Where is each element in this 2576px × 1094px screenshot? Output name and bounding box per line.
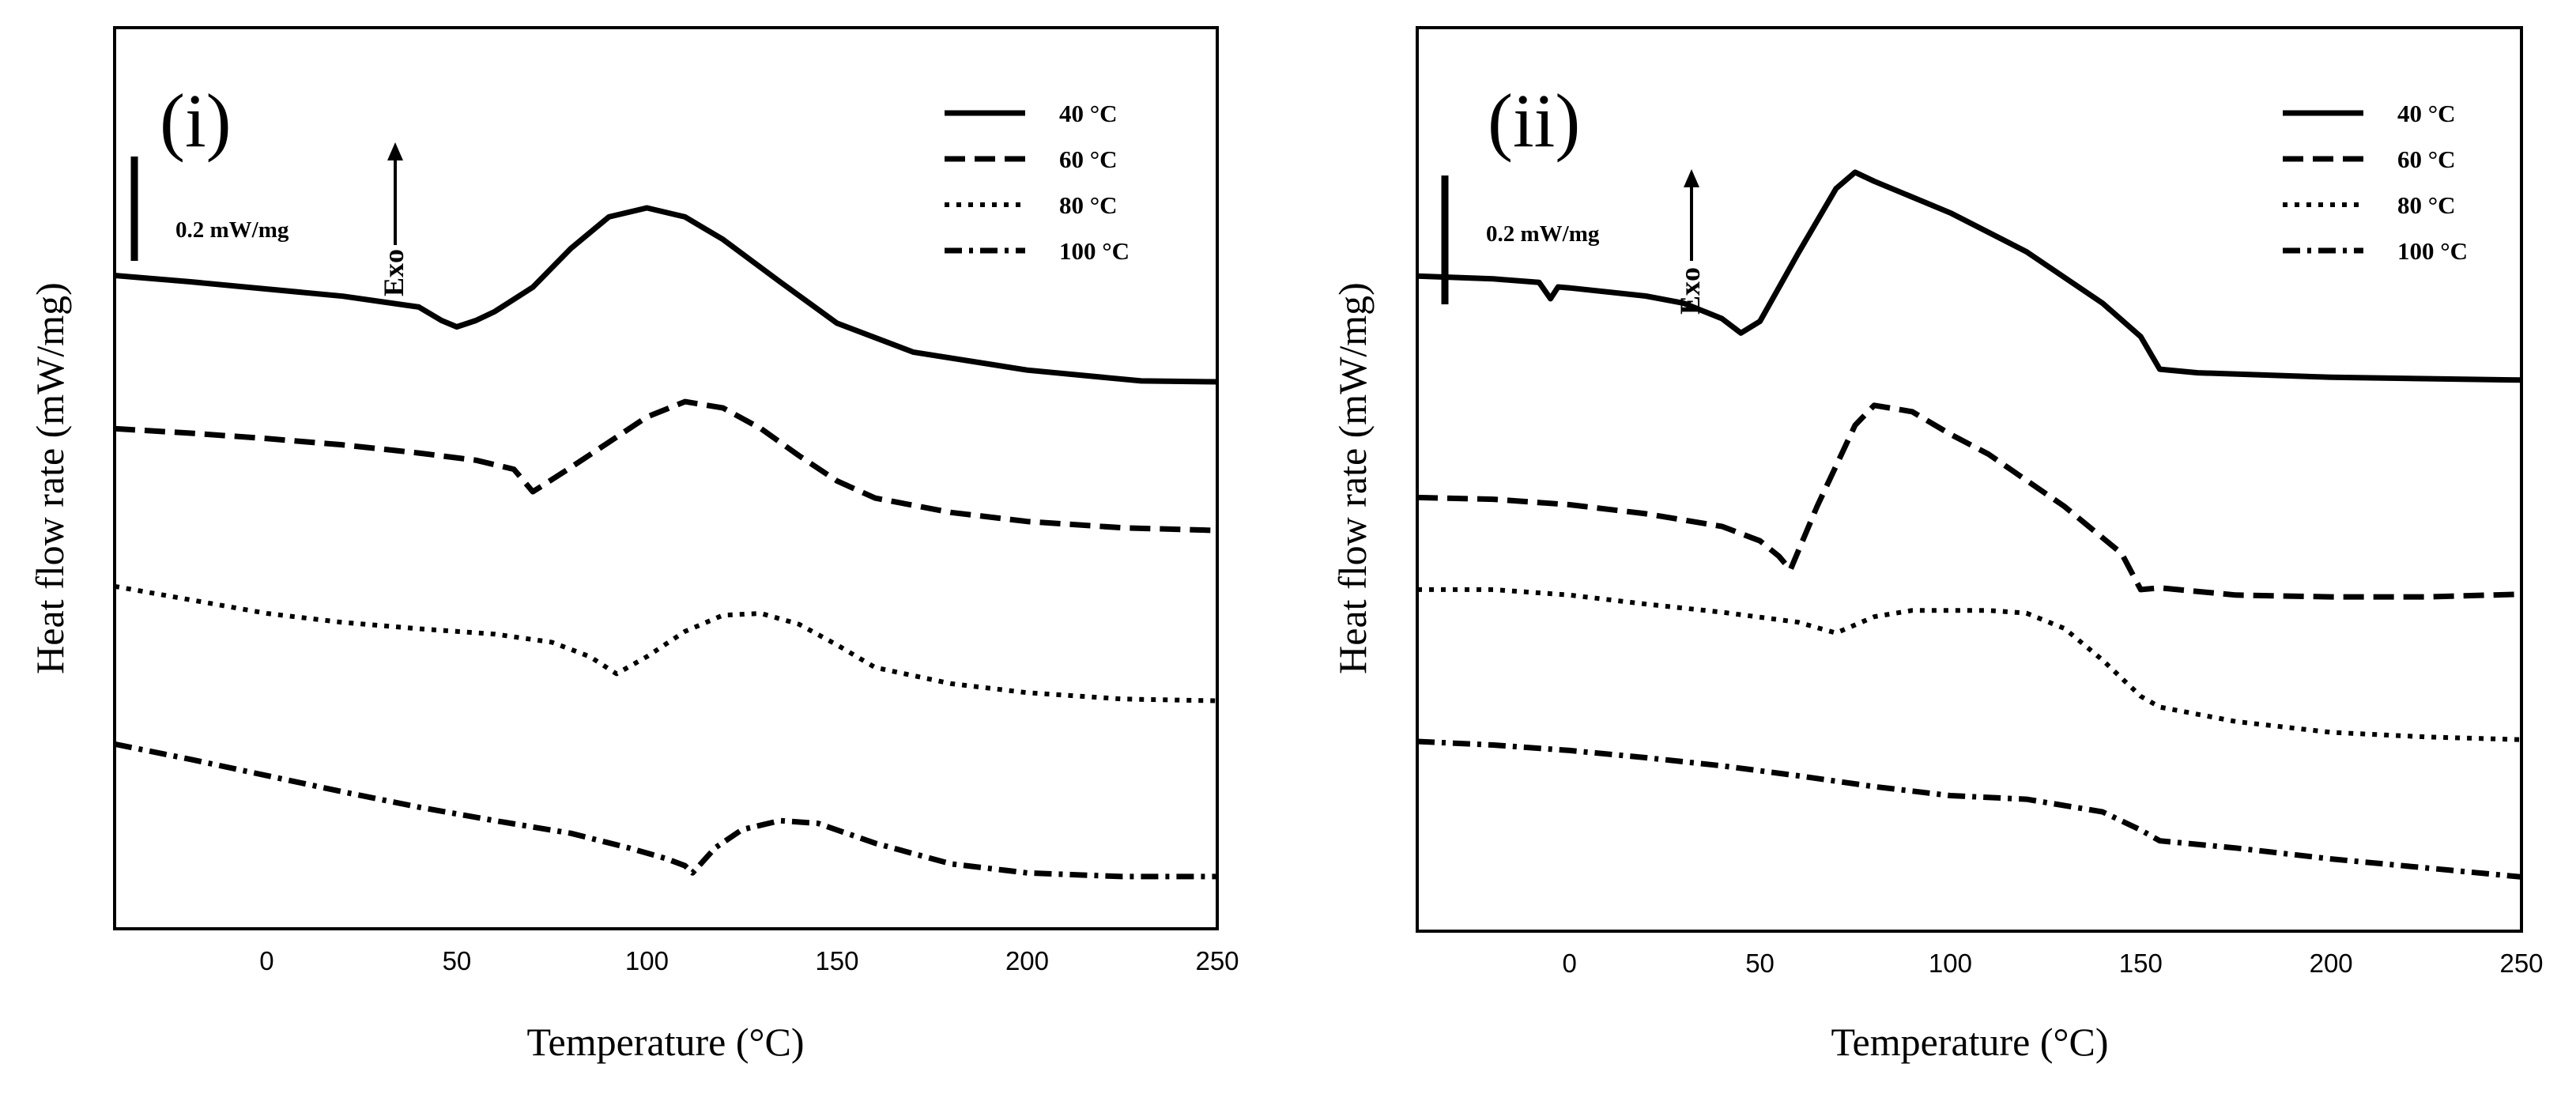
legend: 40 °C 60 °C 80 °C 100 °C [945, 100, 1130, 265]
x-axis-title: Temperature (°C) [526, 1020, 804, 1064]
y-axis-title: Heat flow rate (mW/mg) [28, 282, 72, 674]
series-line-100c [114, 741, 1217, 880]
series-line-60c [114, 398, 1218, 534]
legend-label: 60 °C [1059, 145, 1118, 173]
x-tick-label: 0 [1563, 949, 1577, 978]
y-axis-title: Heat flow rate (mW/mg) [1330, 282, 1375, 674]
x-tick-label: 50 [443, 946, 472, 975]
scale-bar-label: 0.2 mW/mg [1486, 221, 1600, 247]
legend-label: 80 °C [1059, 191, 1118, 219]
x-tick-label: 200 [1005, 946, 1049, 975]
x-tick-label: 150 [815, 946, 858, 975]
x-tick-label: 100 [1929, 949, 1972, 978]
x-tick-label: 150 [2119, 949, 2163, 978]
chart-panel-ii: (ii) Temperature (°C) Heat flow rate (mW… [1330, 26, 2544, 1064]
x-axis-title: Temperature (°C) [1831, 1020, 2108, 1064]
x-tick-label: 250 [2499, 949, 2543, 978]
series-line-100c [1416, 738, 2522, 880]
legend-label: 100 °C [2397, 237, 2468, 265]
chart-panel-i: (i) Temperature (°C) Heat flow rate (mW/… [28, 26, 1239, 1064]
legend-label: 100 °C [1059, 237, 1130, 265]
series-line-80c [1417, 587, 2522, 742]
plot-frame [113, 26, 1219, 930]
x-axis-ticks: 0 50 100 150 200 250 [259, 946, 1239, 975]
panel-label: (ii) [1488, 78, 1580, 163]
scale-bar-label: 0.2 mW/mg [175, 217, 289, 243]
x-tick-label: 250 [1195, 946, 1239, 975]
x-tick-label: 0 [259, 946, 273, 975]
x-axis-ticks: 0 50 100 150 200 250 [1563, 949, 2544, 978]
series-line-40c [1416, 169, 2522, 383]
series-line-60c [1416, 402, 2522, 600]
legend: 40 °C 60 °C 80 °C 100 °C [2283, 100, 2468, 265]
x-tick-label: 50 [1745, 949, 1775, 978]
series-line-40c [114, 205, 1218, 385]
exo-label: Exo [378, 249, 409, 296]
legend-label: 40 °C [2397, 100, 2456, 127]
series-line-80c [114, 583, 1218, 704]
series-layer [114, 205, 1218, 880]
x-tick-label: 200 [2310, 949, 2353, 978]
plot-frame [1416, 26, 2523, 933]
legend-label: 40 °C [1059, 100, 1118, 127]
x-tick-label: 100 [625, 946, 669, 975]
panel-label: (i) [160, 78, 232, 163]
exo-arrow-icon [1684, 169, 1699, 187]
series-layer [1416, 169, 2522, 880]
legend-label: 60 °C [2397, 145, 2456, 173]
exo-arrow-icon [387, 142, 403, 160]
legend-label: 80 °C [2397, 191, 2456, 219]
